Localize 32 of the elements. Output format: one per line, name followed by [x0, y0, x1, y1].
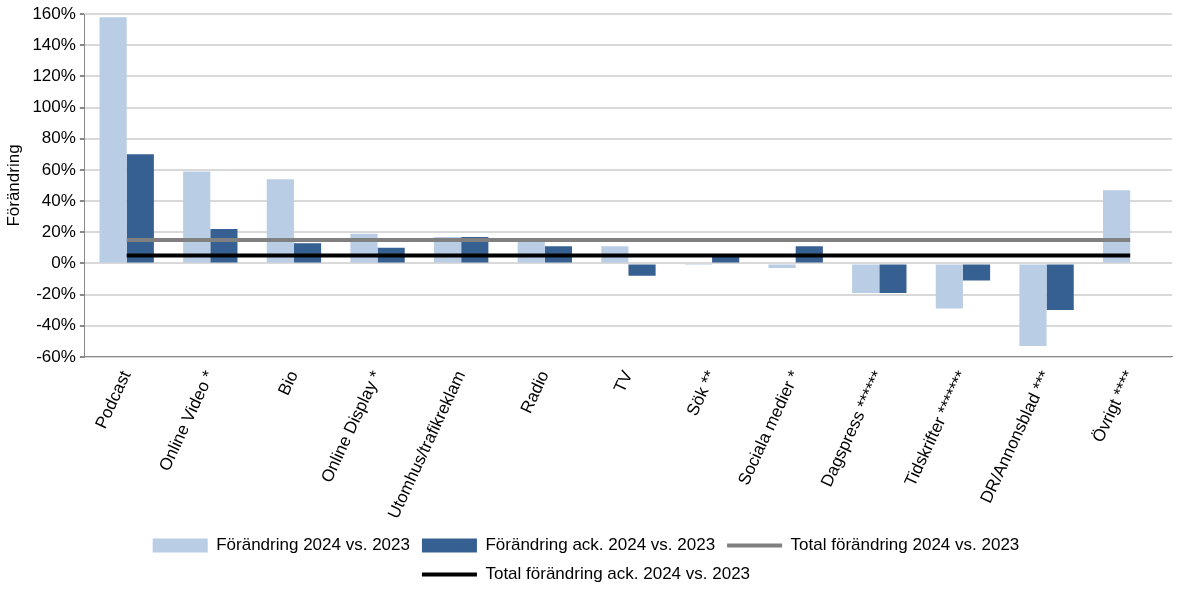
y-axis-title: Förändring: [3, 144, 23, 227]
y-tick-label: 100%: [32, 97, 76, 117]
x-tick-label: Sök **: [682, 367, 721, 419]
x-tick-label: Bio: [274, 367, 302, 399]
bar: [962, 264, 991, 281]
y-tick-label: 0%: [51, 253, 76, 273]
y-tick-label: 120%: [32, 66, 76, 86]
x-tick-label: Radio: [516, 367, 553, 417]
bar: [1046, 264, 1074, 311]
x-tick-label: TV: [609, 367, 637, 396]
bar: [935, 264, 963, 309]
y-tick-label: -60%: [36, 346, 76, 366]
bar: [1019, 264, 1047, 346]
y-tick-label: -20%: [36, 284, 76, 304]
y-tick-label: 20%: [41, 221, 76, 241]
bar: [628, 264, 656, 276]
y-tick-label: 60%: [41, 159, 76, 179]
y-tick-label: 140%: [32, 35, 76, 55]
legend-label: Förändring 2024 vs. 2023: [216, 535, 410, 555]
legend-label: Total förändring 2024 vs. 2023: [790, 535, 1020, 555]
bar: [126, 154, 154, 263]
bar: [852, 264, 880, 293]
bar: [768, 264, 796, 269]
y-tick-label: 80%: [41, 128, 76, 148]
y-tick-label: 40%: [41, 190, 76, 210]
x-tick-label: Online Video *: [155, 367, 219, 475]
legend-label: Förändring ack. 2024 vs. 2023: [485, 535, 716, 555]
legend-label: Total förändring ack. 2024 vs. 2023: [485, 564, 751, 584]
y-tick-label: -40%: [36, 315, 76, 335]
y-tick-label: 160%: [32, 3, 76, 23]
bar: [99, 17, 127, 263]
bar: [879, 264, 907, 293]
